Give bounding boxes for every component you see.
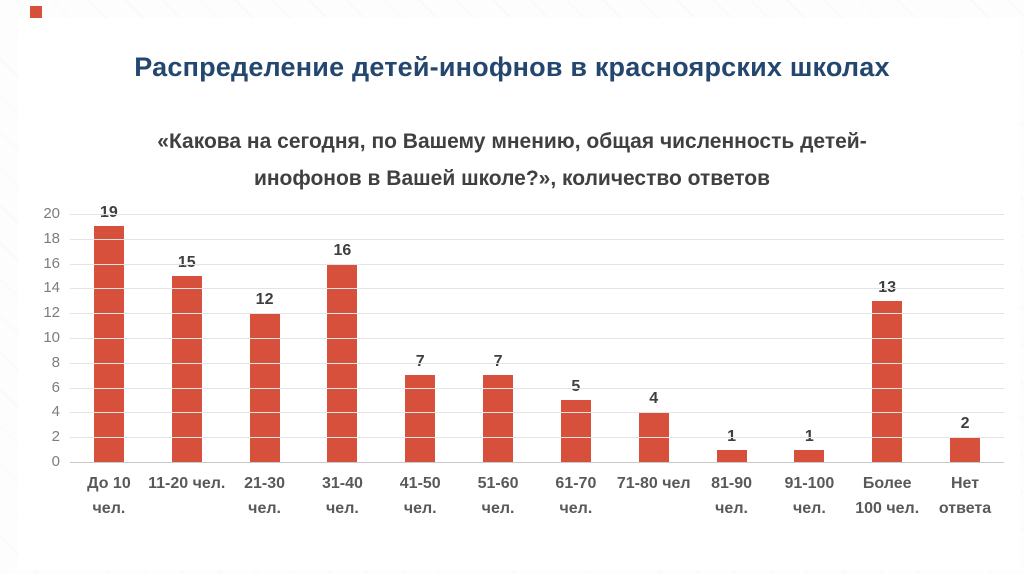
y-tick-label: 2 [51,428,60,446]
x-category-label: 71-80 чел [616,475,691,492]
x-category-label: До 10 чел. [87,475,131,517]
chart-subtitle: «Какова на сегодня, по Вашему мнению, об… [157,130,867,190]
bar-group: 13 [848,279,926,462]
bar-value-label: 4 [649,390,659,408]
bar-group: 1 [770,428,848,462]
gridline [70,288,1004,290]
gridline [70,214,1004,215]
bar-group: 15 [148,254,226,462]
x-category-label: 31-40 чел. [321,475,363,517]
bar-group: 2 [926,415,1004,462]
y-tick-label: 6 [51,378,60,396]
gridline [70,437,1004,439]
bar [171,276,202,462]
bar-chart: 0 2 4 6 8 10 12 14 16 18 20 19 15 12 16 7 7 5 4 1 1 13 2 До 1… [26,204,1004,522]
bar [794,449,825,462]
x-axis-labels: До 10 чел. 11-20 чел. 21-30 чел. 31-40 чел.… [70,462,1004,522]
y-tick-label: 0 [51,453,60,470]
bar [716,449,747,462]
bar-value-label: 2 [960,415,970,433]
bar-value-label: 16 [333,241,352,259]
gridline [70,362,1004,364]
x-axis-line [70,462,1004,463]
x-category-label: 61-70 чел. [555,475,597,517]
gridline [70,313,1004,315]
gridline [70,338,1004,339]
y-tick-label: 4 [51,403,60,421]
bar [950,437,981,462]
bar [560,400,591,462]
x-category-label: Более 100 чел. [855,475,920,517]
y-tick-label: 14 [43,279,60,297]
x-category-label: Нет ответа [938,475,992,517]
bar-value-label: 13 [878,278,897,296]
bar-value-label: 19 [100,204,118,222]
corner-accent-square [30,6,42,18]
y-tick-label: 18 [43,229,60,247]
bar-group: 1 [693,428,771,462]
y-tick-label: 12 [43,304,60,322]
bar-group: 7 [381,353,459,462]
x-category-label: 41-50 чел. [399,475,441,517]
bar [483,375,514,462]
bar-group: 16 [303,242,381,462]
bar-value-label: 12 [255,291,274,309]
bar [93,226,124,462]
bar [872,300,903,462]
x-category-label: 11-20 чел. [148,475,226,492]
bar-value-label: 5 [571,378,581,395]
x-category-label: 81-90 чел. [711,475,752,517]
y-tick-label: 8 [51,353,60,371]
gridline [70,263,1004,265]
bar-value-label: 7 [493,353,503,371]
page-title: Распределение детей-инофнов в красноярск… [134,52,890,82]
x-category-label: 91-100 чел. [784,475,835,517]
bar-value-label: 1 [804,427,814,445]
bar [405,375,436,462]
gridline [70,238,1004,240]
x-category-label: 21-30 чел. [244,475,286,517]
y-tick-label: 20 [43,205,60,222]
bar-group: 19 [70,204,148,462]
bar-group: 5 [537,378,615,462]
bar-group: 7 [459,353,537,462]
bar-value-label: 1 [727,427,736,445]
y-tick-label: 16 [43,254,60,272]
gridline [70,412,1004,414]
bar-value-label: 7 [415,353,425,371]
plot-column: 19 15 12 16 7 7 5 4 1 1 13 2 До 10 чел. 11-20 чел. 21… [70,204,1004,522]
y-tick-label: 10 [43,329,60,346]
plot-area: 19 15 12 16 7 7 5 4 1 1 13 2 [70,204,1004,463]
x-category-label: 51-60 чел. [477,475,519,517]
gridline [70,387,1004,389]
y-axis: 0 2 4 6 8 10 12 14 16 18 20 [26,205,70,470]
bar-group: 4 [615,390,693,462]
bar-value-label: 15 [177,254,196,271]
